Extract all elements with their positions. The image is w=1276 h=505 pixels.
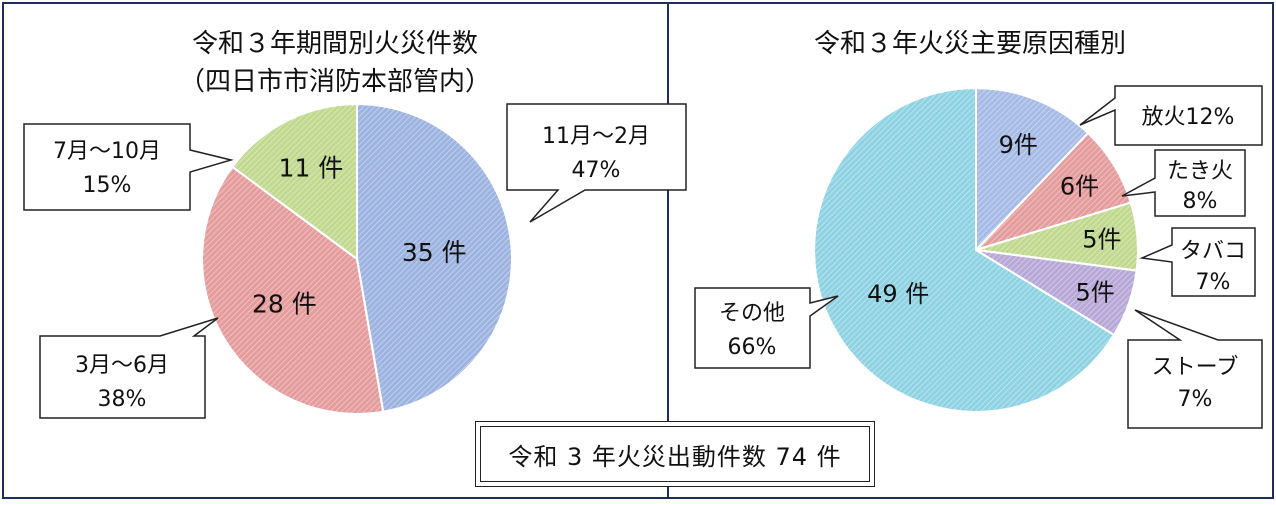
callout-tobacco-box (1139, 227, 1256, 297)
pie-slice-value-2: 11 件 (279, 153, 344, 182)
left-chart-title: 令和３年期間別火災件数 (192, 29, 478, 59)
summary-text: 令和 3 年火災出動件数 74 件 (480, 426, 870, 482)
callout-mar-jun-box (39, 317, 219, 419)
left-chart-subtitle: （四日市市消防本部管内） (179, 67, 491, 97)
right-chart-title: 令和３年火災主要原因種別 (814, 29, 1126, 59)
pie-slice-hatch-4 (813, 86, 1116, 413)
callout-bonfire-box (1121, 149, 1246, 217)
pie-slice-hatch-2 (230, 102, 358, 261)
callout-bonfire-percent: 8% (1183, 189, 1218, 214)
callout-other-percent: 66% (728, 335, 777, 360)
pie-slice-value-0: 9件 (999, 131, 1038, 159)
left-pie: 35 件 28 件 11 件 (201, 102, 513, 415)
callout-nov-feb-box (506, 103, 687, 223)
right-panel-frame (667, 2, 1274, 499)
callout-tobacco-percent: 7% (1196, 270, 1231, 295)
pie-slice-value-2: 5件 (1082, 226, 1121, 254)
pie-slice-value-0: 35 件 (402, 238, 467, 267)
callout-jul-oct-label: 7月～10月 (53, 139, 161, 164)
callout-nov-feb-label: 11月～2月 (542, 124, 650, 149)
callout-other-box (694, 287, 839, 369)
callout-nov-feb-percent: 47% (572, 158, 621, 183)
callout-bonfire-label: たき火 (1167, 159, 1233, 184)
pie-slice-hatch-0 (356, 102, 513, 413)
callout-mar-jun-label: 3月～6月 (75, 353, 169, 378)
pie-slice-value-3: 5件 (1076, 278, 1115, 306)
right-pie: 9件 6件 5件 5件 49 件 (813, 86, 1139, 413)
pie-slice-hatch-1 (201, 165, 385, 415)
callout-jul-oct-percent: 15% (83, 173, 132, 198)
callout-stove-label: ストーブ (1152, 355, 1239, 380)
callout-mar-jun-percent: 38% (98, 387, 147, 412)
pie-slice-value-1: 28 件 (252, 289, 317, 318)
callout-stove-percent: 7% (1178, 387, 1213, 412)
pie-slice-hatch-0 (975, 86, 1090, 253)
callout-tobacco-label: タバコ (1180, 239, 1246, 264)
callout-arson-box (1079, 85, 1263, 146)
pie-slice-value-1: 6件 (1060, 173, 1099, 201)
pie-slice-value-4: 49 件 (867, 280, 929, 308)
callout-other-label: その他 (719, 301, 785, 326)
callout-arson-text: 放火12% (1142, 105, 1235, 130)
summary-box: 令和 3 年火災出動件数 74 件 (475, 421, 875, 487)
callout-stove-box (1127, 309, 1263, 429)
callout-jul-oct-box (23, 123, 234, 211)
